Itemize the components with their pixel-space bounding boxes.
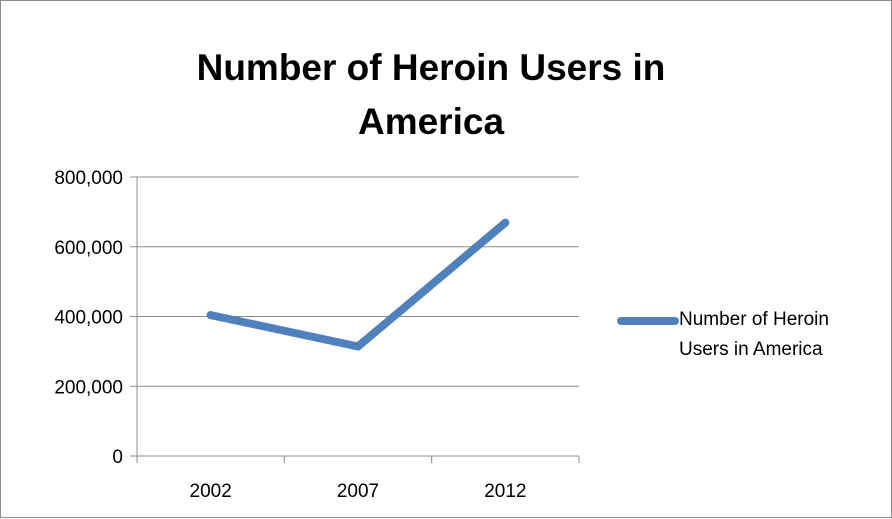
series-line xyxy=(206,218,510,351)
x-tick-label: 2012 xyxy=(484,481,526,502)
x-tick-label: 2007 xyxy=(337,481,379,502)
chart-title: Number of Heroin Users in America xyxy=(196,47,666,142)
legend: Number of Heroin Users in America xyxy=(613,304,883,364)
y-tick-label: 0 xyxy=(112,447,123,468)
y-tick-label: 600,000 xyxy=(54,238,123,259)
legend-swatch xyxy=(617,317,679,325)
y-tick-label: 200,000 xyxy=(54,377,123,398)
x-tick-label: 2002 xyxy=(190,481,232,502)
data-point xyxy=(354,342,362,351)
y-tick-label: 800,000 xyxy=(54,168,123,189)
data-point xyxy=(206,311,215,320)
y-tick-label: 400,000 xyxy=(54,308,123,329)
legend-label: Number of Heroin Users in America xyxy=(679,309,829,360)
data-point xyxy=(501,218,510,227)
